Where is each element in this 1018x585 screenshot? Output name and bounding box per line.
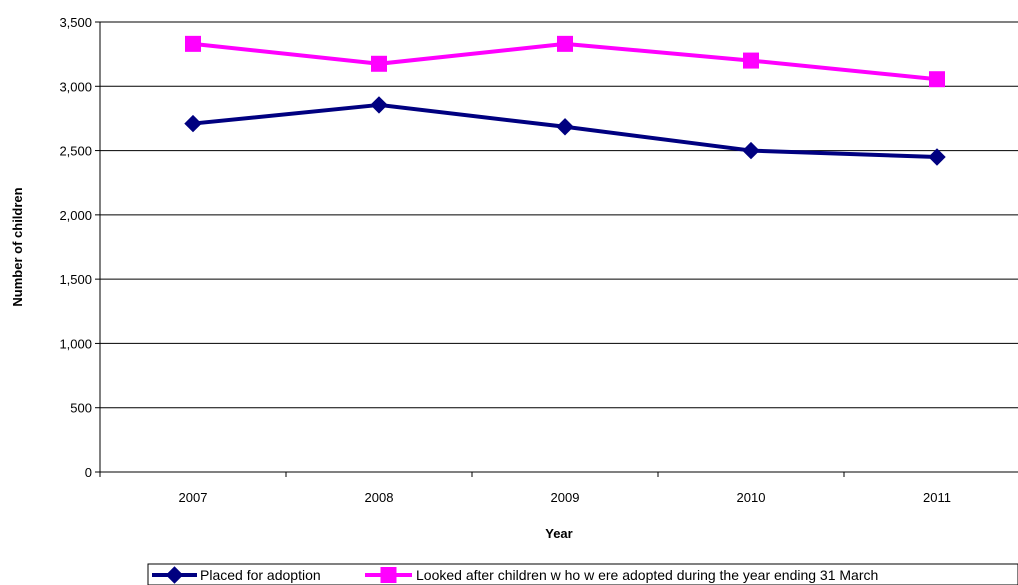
gridlines: [100, 21, 1018, 409]
axes: [99, 22, 1018, 473]
legend: Placed for adoption Looked after children…: [147, 563, 1018, 585]
y-tick-label: 500: [70, 401, 92, 416]
x-tick-label: 2007: [179, 490, 208, 505]
y-tick-label: 1,500: [59, 272, 92, 287]
data-point: [928, 148, 946, 166]
y-tick-label: 2,500: [59, 144, 92, 159]
legend-label: Looked after children w ho w ere adopted…: [416, 567, 878, 583]
data-point: [185, 35, 201, 52]
legend-item: Looked after children w ho w ere adopted…: [365, 567, 878, 583]
legend-marker: [165, 566, 184, 584]
x-tick-label: 2011: [923, 490, 951, 505]
legend-item: Placed for adoption: [152, 566, 321, 584]
y-tick-label: 0: [85, 465, 92, 480]
y-axis-title: Number of children: [10, 187, 25, 306]
x-tick-label: 2009: [551, 490, 580, 505]
data-point: [557, 35, 573, 52]
series-2: [185, 35, 945, 88]
legend-box: [147, 563, 1018, 585]
x-axis-title: Year: [545, 526, 572, 541]
x-tick-label: 2008: [365, 490, 394, 505]
y-tick-label: 1,000: [59, 336, 92, 351]
y-tick-labels: 0 500 1,000 1,500 2,000 2,500 3,000 3,500: [59, 15, 100, 480]
data-point: [184, 114, 202, 133]
y-tick-label: 3,500: [59, 15, 92, 30]
data-point: [556, 118, 574, 136]
y-tick-label: 3,000: [59, 79, 92, 94]
series: [184, 35, 946, 166]
data-point: [929, 71, 945, 88]
data-point: [742, 141, 760, 160]
data-point: [371, 55, 387, 72]
y-tick-label: 2,000: [59, 208, 92, 223]
legend-marker: [380, 567, 397, 583]
series-1: [184, 96, 946, 166]
x-tick-labels: 2007 2008 2009 2010 2011: [99, 472, 951, 505]
data-point: [370, 96, 388, 114]
legend-label: Placed for adoption: [200, 567, 321, 583]
data-point: [743, 52, 759, 69]
x-tick-label: 2010: [737, 490, 766, 505]
